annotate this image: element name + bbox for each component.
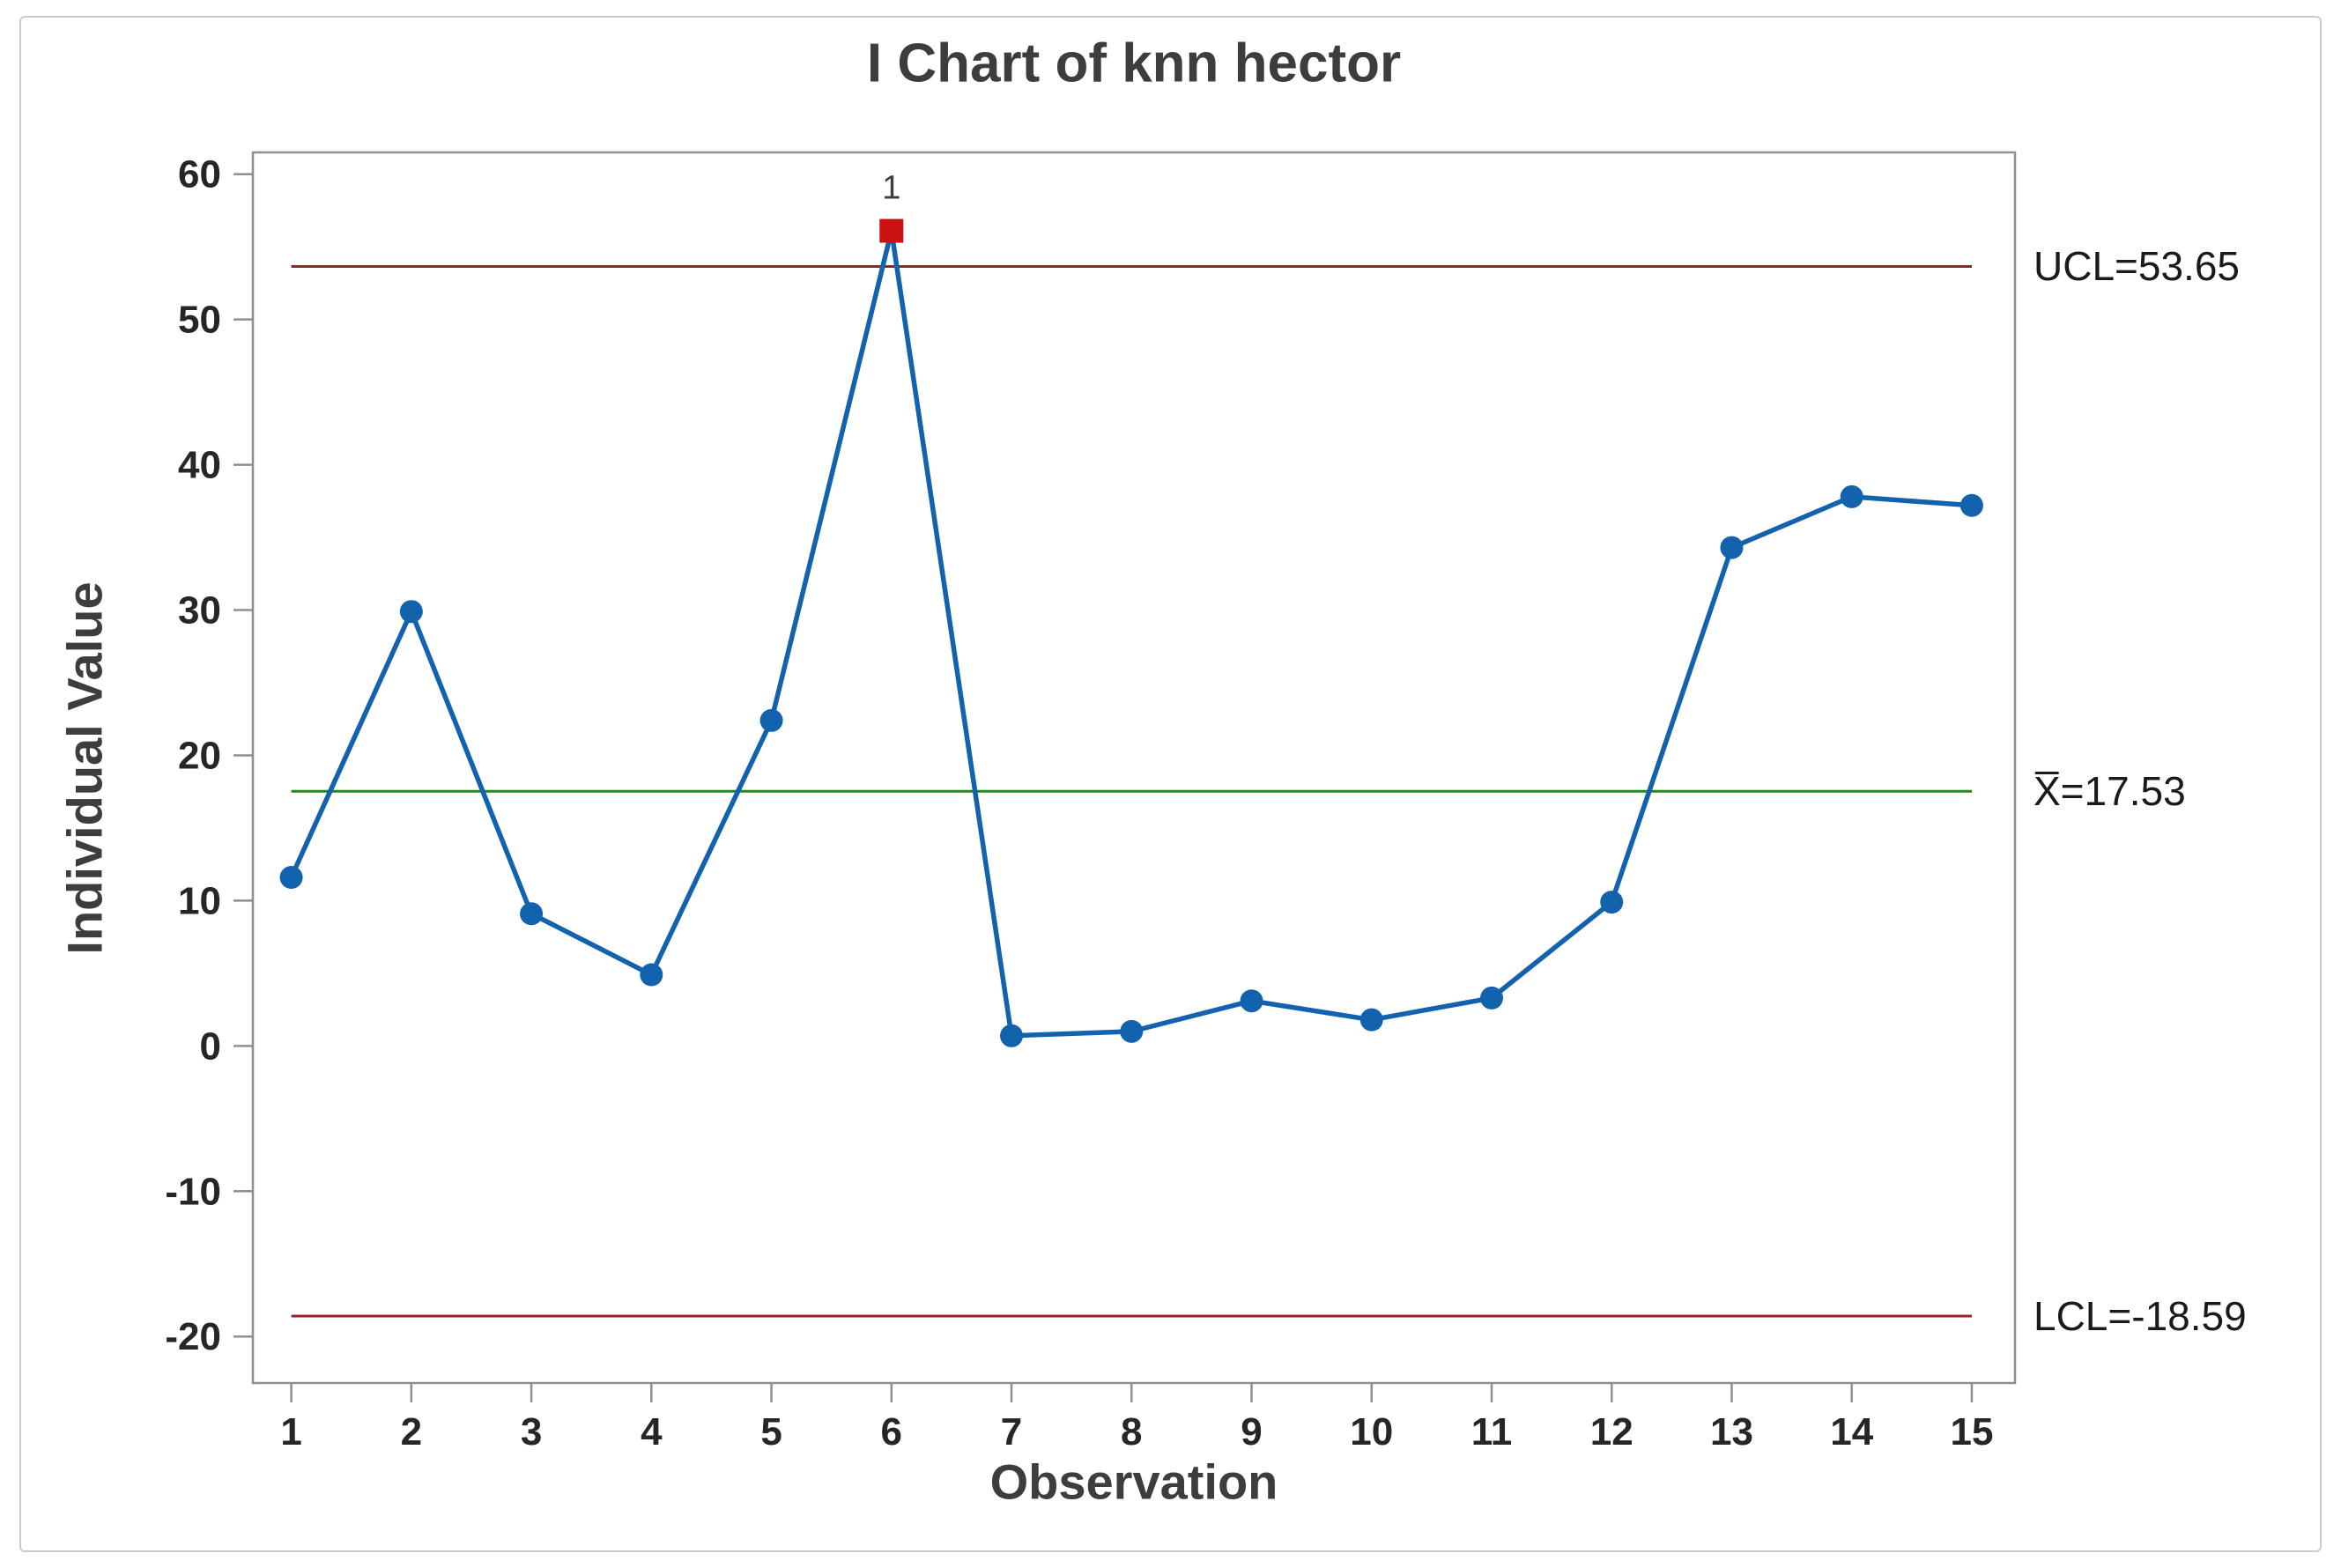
x-tick-label: 4 [641,1410,663,1453]
data-point [1120,1019,1144,1043]
x-tick-label: 1 [280,1410,301,1453]
x-tick-label: 8 [1121,1410,1142,1453]
x-tick-label: 2 [401,1410,422,1453]
center-line-label: X̅=17.53 [2034,768,2186,815]
data-point [279,866,303,890]
out-of-control-point [879,218,904,243]
x-axis-title: Observation [989,1453,1278,1510]
y-tick-label: 30 [178,589,221,632]
x-tick-label: 3 [521,1410,542,1453]
x-tick-label: 5 [760,1410,782,1453]
data-point [399,600,423,624]
y-tick-label: 50 [178,299,221,342]
data-point [1479,986,1503,1010]
y-tick-label: 0 [200,1024,221,1068]
y-tick-label: 20 [178,734,221,777]
y-tick-label: -20 [165,1315,221,1358]
data-point [640,963,663,987]
x-tick-label: 9 [1241,1410,1262,1453]
x-tick-label: 14 [1830,1410,1873,1453]
x-tick-label: 10 [1350,1410,1393,1453]
x-tick-label: 12 [1590,1410,1634,1453]
data-point [1840,484,1863,508]
data-point [1000,1024,1024,1047]
x-tick-label: 15 [1950,1410,1993,1453]
chart-title: I Chart of knn hector [866,33,1402,94]
x-tick-label: 13 [1710,1410,1753,1453]
out-of-control-flag: 1 [882,169,901,207]
data-point [1720,536,1744,559]
data-point [1359,1008,1383,1032]
x-tick-label: 6 [881,1410,902,1453]
data-point [1240,989,1263,1013]
y-tick-label: 60 [178,153,221,196]
x-tick-label: 7 [1001,1410,1022,1453]
data-point [1600,891,1624,914]
y-tick-label: -10 [165,1170,221,1213]
series-line [288,228,1974,1039]
data-point [1959,493,1983,517]
lcl-label: LCL=-18.59 [2034,1292,2247,1339]
y-axis-title: Individual Value [56,581,113,955]
data-point [759,708,783,732]
plot-frame [251,151,2017,1385]
y-tick-label: 40 [178,444,221,487]
data-point [520,902,544,926]
ucl-label: UCL=53.65 [2034,243,2240,290]
x-tick-label: 11 [1471,1410,1513,1453]
y-tick-label: 10 [178,879,221,922]
